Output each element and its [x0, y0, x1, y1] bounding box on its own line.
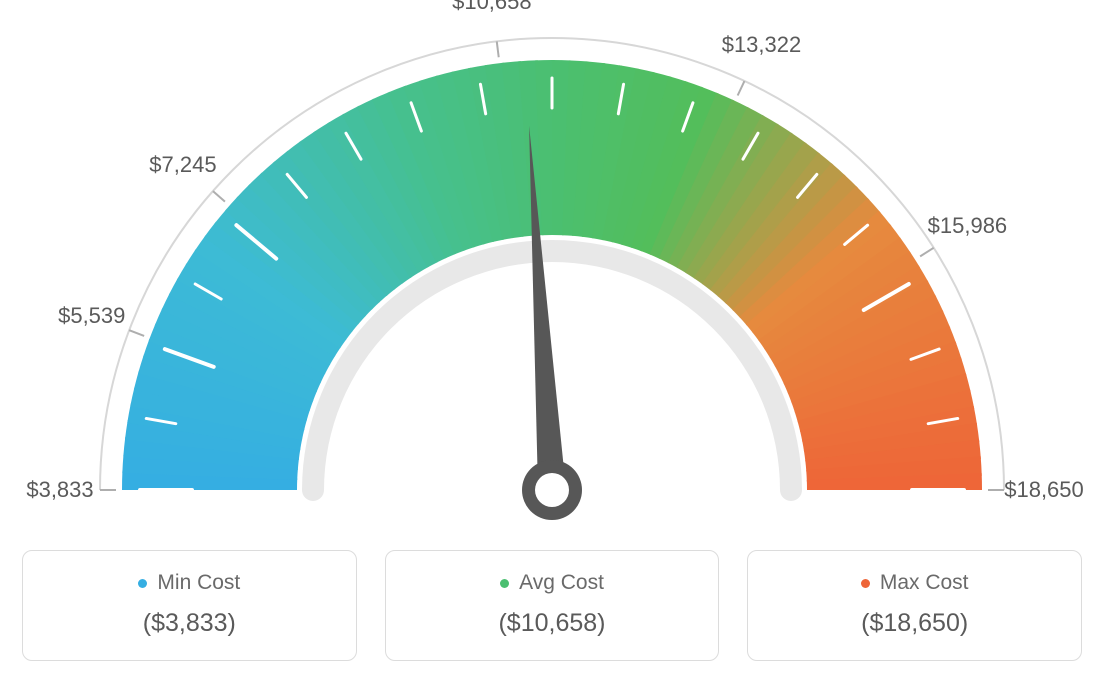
min-dot-icon — [138, 579, 147, 588]
avg-cost-title-row: Avg Cost — [410, 571, 695, 595]
max-cost-title-row: Max Cost — [772, 571, 1057, 595]
max-dot-icon — [861, 579, 870, 588]
max-cost-title: Max Cost — [880, 571, 969, 595]
gauge-tick-label: $7,245 — [149, 152, 216, 178]
min-cost-card: Min Cost ($3,833) — [22, 550, 357, 661]
avg-cost-card: Avg Cost ($10,658) — [385, 550, 720, 661]
gauge-svg — [22, 20, 1082, 540]
max-cost-value: ($18,650) — [772, 609, 1057, 638]
gauge-tick-label: $10,658 — [452, 0, 532, 15]
min-cost-value: ($3,833) — [47, 609, 332, 638]
max-cost-card: Max Cost ($18,650) — [747, 550, 1082, 661]
gauge-tick-label: $3,833 — [26, 477, 93, 503]
min-cost-title: Min Cost — [157, 571, 240, 595]
gauge-tick-label: $5,539 — [58, 303, 125, 329]
gauge-chart: $3,833$5,539$7,245$10,658$13,322$15,986$… — [22, 20, 1082, 540]
summary-cards: Min Cost ($3,833) Avg Cost ($10,658) Max… — [22, 550, 1082, 661]
gauge-tick-label: $15,986 — [928, 213, 1008, 239]
avg-cost-value: ($10,658) — [410, 609, 695, 638]
gauge-tick-label: $18,650 — [1004, 477, 1084, 503]
gauge-tick-label: $13,322 — [722, 32, 802, 58]
min-cost-title-row: Min Cost — [47, 571, 332, 595]
avg-cost-title: Avg Cost — [519, 571, 604, 595]
avg-dot-icon — [500, 579, 509, 588]
